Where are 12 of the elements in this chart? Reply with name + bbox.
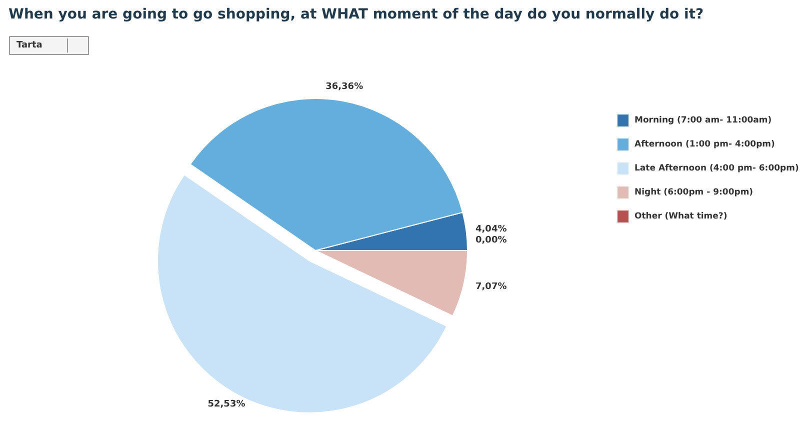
text: Tarta — [16, 40, 42, 50]
legend-label: Other (What time?) — [634, 212, 728, 222]
legend-label: Night (6:00pm - 9:00pm) — [634, 188, 754, 198]
legend-label: Afternoon (1:00 pm- 4:00pm) — [634, 140, 776, 150]
legend-label: Late Afternoon (4:00 pm- 6:00pm) — [634, 164, 799, 174]
text: 0,00% — [476, 236, 507, 246]
data-label: 4,04% — [476, 224, 507, 234]
data-label: 7,07% — [476, 282, 507, 292]
chart-title: When you are going to go shopping, at WHAT moment of the day do you normally do it? — [8, 6, 704, 22]
legend-label: Morning (7:00 am- 11:00am) — [634, 116, 772, 126]
data-label: 36,36% — [326, 82, 364, 92]
data-label: 52,53% — [208, 400, 246, 410]
